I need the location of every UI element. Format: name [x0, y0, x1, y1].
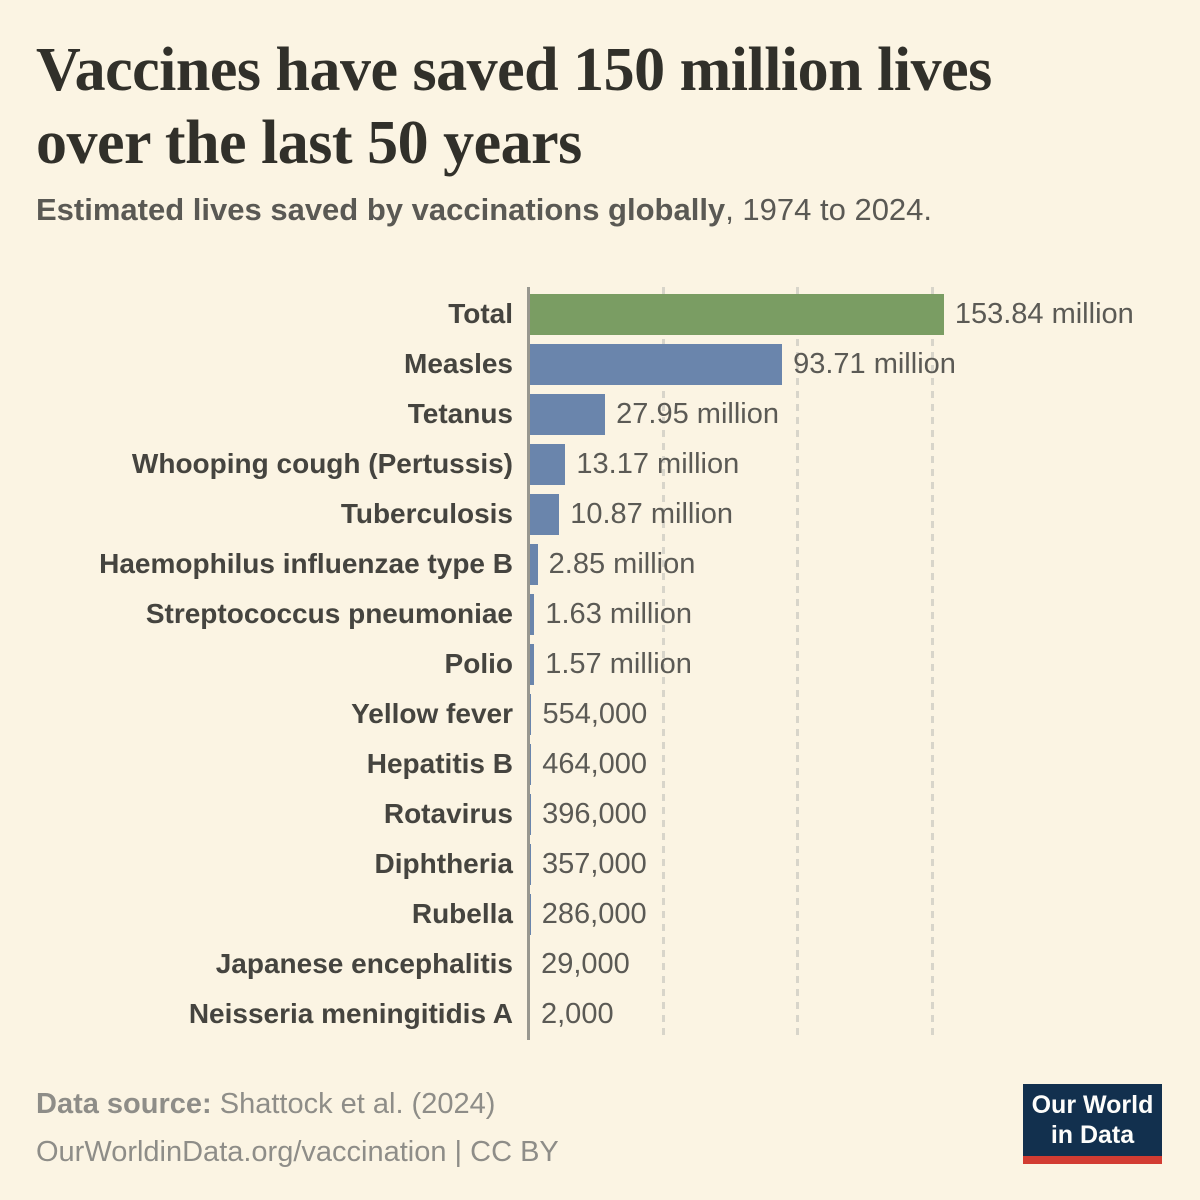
bar-area: 93.71 million	[521, 339, 1176, 389]
x-gridline-50m	[661, 287, 665, 1040]
chart-row: Rotavirus 396,000	[36, 789, 1176, 839]
bar-area: 464,000	[521, 739, 1176, 789]
title-line-1: Vaccines have saved 150 million lives	[36, 36, 992, 104]
chart-row: Yellow fever 554,000	[36, 689, 1176, 739]
bar-area: 2,000	[521, 989, 1176, 1039]
attribution-line: OurWorldinData.org/vaccination | CC BY	[36, 1136, 559, 1168]
category-label: Yellow fever	[351, 698, 513, 729]
data-source-text: Shattock et al. (2024)	[211, 1088, 496, 1120]
chart-row: Diphtheria 357,000	[36, 839, 1176, 889]
value-label: 1.63 million	[545, 597, 693, 630]
bar	[530, 393, 606, 435]
bar	[530, 893, 531, 935]
chart-row: Tuberculosis 10.87 million	[36, 489, 1176, 539]
chart-row: Total 153.84 million	[36, 289, 1176, 339]
chart-row: Neisseria meningitidis A 2,000	[36, 989, 1176, 1039]
chart-row: Whooping cough (Pertussis) 13.17 million	[36, 439, 1176, 489]
bar	[530, 593, 535, 635]
category-label: Rotavirus	[383, 798, 513, 829]
chart-row: Polio 1.57 million	[36, 639, 1176, 689]
category-label: Streptococcus pneumoniae	[145, 598, 513, 629]
chart-row: Tetanus 27.95 million	[36, 389, 1176, 439]
category-label: Polio	[444, 648, 513, 679]
bar-area: 13.17 million	[521, 439, 1176, 489]
bar	[530, 443, 566, 485]
owid-logo: Our World in Data	[1023, 1084, 1162, 1164]
category-label: Tuberculosis	[340, 498, 513, 529]
bar	[530, 693, 532, 735]
chart-title: Vaccines have saved 150 million lives ov…	[36, 34, 992, 180]
bar	[530, 793, 532, 835]
value-label: 2,000	[541, 997, 614, 1030]
value-label: 13.17 million	[576, 447, 740, 480]
value-label: 29,000	[541, 947, 630, 980]
value-label: 286,000	[541, 897, 647, 930]
chart-rows: Total 153.84 million Measles 93.71 million T…	[36, 289, 1176, 1039]
x-gridline-150m	[930, 287, 934, 1040]
footer: Data source: Shattock et al. (2024) OurW…	[36, 1080, 559, 1176]
owid-logo-accent-bar	[1023, 1156, 1162, 1164]
category-label: Hepatitis B	[366, 748, 513, 779]
chart-row: Japanese encephalitis 29,000	[36, 939, 1176, 989]
category-label: Measles	[404, 348, 513, 379]
bar-area: 27.95 million	[521, 389, 1176, 439]
owid-logo-line-2: in Data	[1050, 1121, 1135, 1149]
category-label: Rubella	[411, 898, 513, 929]
data-source-label: Data source:	[36, 1088, 212, 1120]
value-label: 93.71 million	[793, 347, 956, 380]
bar-area: 357,000	[521, 839, 1176, 889]
bar-area: 10.87 million	[521, 489, 1176, 539]
bar-area: 1.63 million	[521, 589, 1176, 639]
category-label: Tetanus	[407, 398, 513, 429]
x-gridline-100m	[796, 287, 799, 1040]
bar	[530, 843, 531, 885]
value-label: 2.85 million	[548, 547, 696, 580]
chart-row: Measles 93.71 million	[36, 339, 1176, 389]
bar-chart-plot: Total 153.84 million Measles 93.71 million T…	[36, 287, 1176, 1040]
value-label: 554,000	[542, 697, 648, 730]
owid-logo-line-1: Our World	[1031, 1091, 1154, 1119]
category-label: Neisseria meningitidis A	[188, 998, 513, 1029]
bar-area: 1.57 million	[521, 639, 1176, 689]
category-label: Total	[448, 298, 513, 329]
data-source-line: Data source: Shattock et al. (2024)	[36, 1080, 559, 1128]
y-axis-line	[527, 287, 530, 1040]
subtitle-daterange: , 1974 to 2024.	[725, 192, 933, 227]
bar	[530, 743, 532, 785]
bar	[530, 343, 783, 385]
value-label: 1.57 million	[545, 647, 692, 680]
value-label: 357,000	[541, 847, 647, 880]
chart-row: Hepatitis B 464,000	[36, 739, 1176, 789]
bar-area: 396,000	[521, 789, 1176, 839]
bar-area: 29,000	[521, 939, 1176, 989]
bar	[530, 293, 944, 335]
bar	[530, 543, 538, 585]
bar-area: 2.85 million	[521, 539, 1176, 589]
value-label: 153.84 million	[954, 297, 1134, 330]
value-label: 27.95 million	[616, 397, 779, 430]
chart-row: Streptococcus pneumoniae 1.63 million	[36, 589, 1176, 639]
chart-row: Haemophilus influenzae type B 2.85 millio…	[36, 539, 1176, 589]
value-label: 10.87 million	[570, 497, 734, 530]
subtitle-emphasis: Estimated lives saved by vaccinations gl…	[36, 192, 726, 227]
chart-row: Rubella 286,000	[36, 889, 1176, 939]
category-label: Diphtheria	[374, 848, 513, 879]
category-label: Japanese encephalitis	[215, 948, 513, 979]
value-label: 396,000	[542, 797, 647, 830]
chart-subtitle: Estimated lives saved by vaccinations gl…	[36, 192, 932, 228]
title-line-2: over the last 50 years	[36, 109, 582, 177]
owid-logo-text: Our World in Data	[1023, 1084, 1162, 1156]
bar-area: 286,000	[521, 889, 1176, 939]
bar-area: 153.84 million	[521, 289, 1176, 339]
bar-area: 554,000	[521, 689, 1176, 739]
bar	[530, 493, 560, 535]
bar	[530, 643, 535, 685]
value-label: 464,000	[542, 747, 648, 780]
category-label: Whooping cough (Pertussis)	[131, 448, 513, 479]
category-label: Haemophilus influenzae type B	[99, 548, 513, 579]
